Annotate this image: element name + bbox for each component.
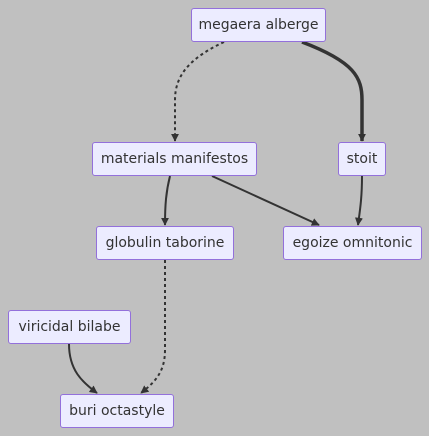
node-label: megaera alberge (198, 17, 319, 33)
node-label: stoit (346, 151, 378, 167)
edge-stoit-to-egoize (354, 175, 363, 226)
node-stoit[interactable]: stoit (338, 142, 386, 176)
node-label: materials manifestos (100, 151, 249, 167)
node-materials-manifestos[interactable]: materials manifestos (92, 142, 257, 176)
edge-materials-to-egoize (211, 175, 320, 226)
edge-globulin-to-buri (140, 260, 166, 394)
node-buri-octastyle[interactable]: buri octastyle (60, 394, 174, 428)
node-egoize-omnitonic[interactable]: egoize omnitonic (283, 226, 422, 260)
edge-megaera-to-stoit (301, 40, 366, 142)
node-label: globulin taborine (105, 235, 225, 251)
node-viricidal-bilabe[interactable]: viricidal bilabe (8, 310, 131, 344)
edge-viricidal-to-buri (68, 343, 98, 394)
node-globulin-taborine[interactable]: globulin taborine (96, 226, 234, 260)
node-megaera-alberge[interactable]: megaera alberge (191, 8, 326, 42)
node-label: buri octastyle (69, 403, 165, 419)
node-label: egoize omnitonic (292, 235, 413, 251)
edge-megaera-to-materials (171, 41, 225, 142)
edge-materials-to-globulin (161, 175, 171, 226)
node-label: viricidal bilabe (18, 319, 121, 335)
